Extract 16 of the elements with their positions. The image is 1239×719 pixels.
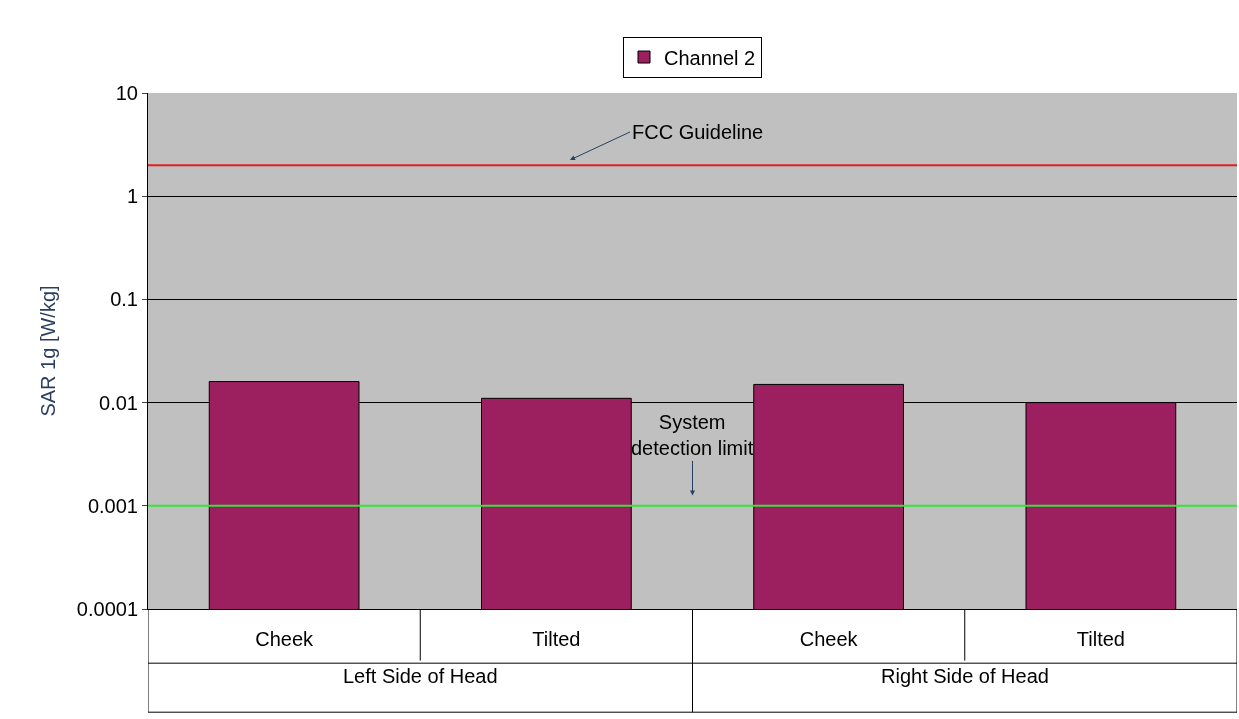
y-tick-label: 0.01 — [99, 391, 138, 414]
text: Right Side of Head — [881, 665, 1049, 687]
y-tick-label: 0.001 — [87, 494, 138, 517]
ref-line-label: System detection limit — [631, 411, 754, 459]
x-tick-label: Cheek — [799, 628, 859, 650]
x-tick-label: Tilted — [532, 628, 581, 650]
ref-line-label: FCC Guideline — [632, 121, 764, 143]
y-tick-label: 1 — [126, 185, 138, 208]
x-tick-label: Tilted — [1076, 628, 1125, 650]
y-tick-label: 0.0001 — [76, 598, 138, 620]
y-tick-label: 10 — [115, 82, 138, 104]
legend-label: Channel 2 — [664, 46, 756, 69]
y-tick-label: 0.1 — [110, 288, 138, 311]
x-tick-label: Cheek — [255, 628, 315, 650]
y-axis-title: SAR 1g [W/kg] — [37, 285, 60, 417]
text: Left Side of Head — [343, 665, 498, 687]
